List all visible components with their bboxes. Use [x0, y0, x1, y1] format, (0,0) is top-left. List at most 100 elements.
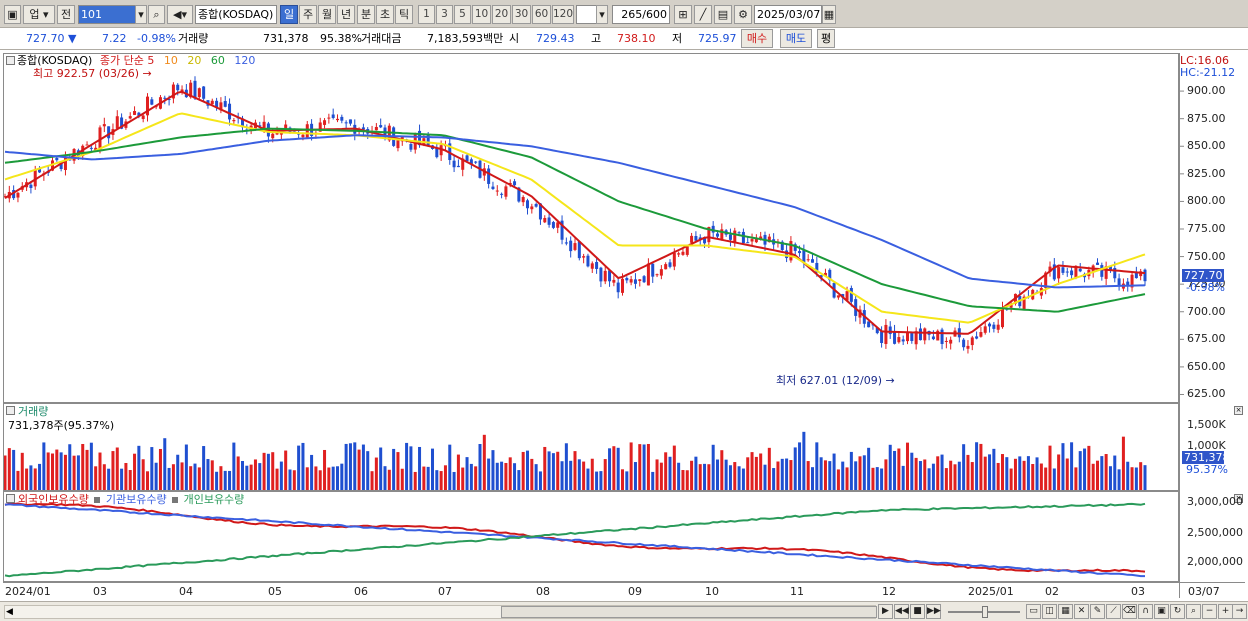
- open-value: 729.43: [536, 32, 575, 45]
- calendar-icon[interactable]: ▦: [822, 5, 836, 24]
- fit-icon[interactable]: →: [1232, 604, 1247, 619]
- volume-bar: [806, 461, 810, 490]
- interval-10[interactable]: 10: [472, 5, 491, 24]
- candle-body: [677, 253, 681, 255]
- interval-3[interactable]: 3: [436, 5, 453, 24]
- grid-icon[interactable]: ▦: [1058, 604, 1073, 619]
- fast-forward-icon[interactable]: ▶▶: [926, 604, 941, 619]
- volume-bar: [646, 443, 650, 490]
- chart-settings-icon[interactable]: ⊞: [674, 5, 692, 24]
- tab-day[interactable]: 일: [280, 5, 298, 24]
- candle-body: [681, 251, 685, 255]
- trend-icon[interactable]: ⟋: [1106, 604, 1121, 619]
- volume-bar: [910, 452, 914, 490]
- eraser-icon[interactable]: ⌫: [1122, 604, 1137, 619]
- candle-body: [970, 337, 974, 346]
- chart-area[interactable]: 종합(KOSDAQ) 종가 단순 5 10 20 60 120 최고 922.5…: [0, 50, 1248, 621]
- volume-bar: [953, 464, 957, 490]
- volume-bar: [357, 449, 361, 490]
- window-menu-icon[interactable]: ▣: [4, 5, 21, 24]
- volume-bar: [245, 465, 249, 490]
- trend-tool-icon[interactable]: ╱: [694, 5, 712, 24]
- candle-body: [435, 148, 439, 158]
- prev-button[interactable]: 전: [57, 5, 75, 24]
- buy-button[interactable]: 매수: [741, 29, 773, 48]
- candle-body: [500, 193, 504, 195]
- volume-bar: [595, 471, 599, 490]
- custom-interval-dropdown-icon[interactable]: ▾: [596, 5, 608, 24]
- interval-60[interactable]: 60: [532, 5, 551, 24]
- candle-body: [474, 161, 478, 163]
- candle-body: [331, 114, 335, 118]
- high-value: 738.10: [617, 32, 656, 45]
- panel-menu-icon[interactable]: [6, 56, 15, 65]
- tab-week[interactable]: 주: [299, 5, 317, 24]
- rewind-icon[interactable]: ◀◀: [894, 604, 909, 619]
- volume-bar: [525, 450, 530, 490]
- tab-second[interactable]: 초: [376, 5, 394, 24]
- candle-body: [128, 116, 132, 119]
- interval-30[interactable]: 30: [512, 5, 531, 24]
- volume-panel-menu-icon[interactable]: [6, 406, 15, 415]
- cross-icon[interactable]: ✕: [1074, 604, 1089, 619]
- scroll-thumb[interactable]: [501, 606, 877, 618]
- code-dropdown-icon[interactable]: ▾: [135, 5, 147, 24]
- play-icon[interactable]: ▶: [878, 604, 893, 619]
- zoom-in-icon[interactable]: +: [1218, 604, 1233, 619]
- candle-body: [918, 328, 922, 341]
- sell-button[interactable]: 매도: [780, 29, 812, 48]
- print-icon[interactable]: ▤: [714, 5, 732, 24]
- volume-bar: [439, 471, 443, 490]
- price-change-pct: -0.98%: [137, 32, 176, 45]
- scroll-left-icon[interactable]: ◀: [6, 607, 13, 617]
- legend-institution: 기관보유수량: [105, 493, 167, 506]
- volume-bar: [888, 444, 892, 490]
- volume-bar: [620, 469, 625, 490]
- tab-tick[interactable]: 틱: [395, 5, 413, 24]
- holding-panel-menu-icon[interactable]: [6, 494, 15, 503]
- speaker-icon[interactable]: ◀▾: [167, 5, 193, 24]
- refresh-icon[interactable]: ↻: [1170, 604, 1185, 619]
- zoom-out-icon[interactable]: −: [1202, 604, 1217, 619]
- interval-20[interactable]: 20: [492, 5, 511, 24]
- mode-select[interactable]: 업 ▾: [23, 5, 55, 24]
- save-icon[interactable]: ▣: [1154, 604, 1169, 619]
- interval-5[interactable]: 5: [454, 5, 471, 24]
- eval-button[interactable]: 평: [817, 29, 835, 48]
- interval-120[interactable]: 120: [552, 5, 574, 24]
- holding-panel-close-icon[interactable]: ×: [1234, 494, 1243, 503]
- magnet-icon[interactable]: ∩: [1138, 604, 1153, 619]
- split-icon[interactable]: ◫: [1042, 604, 1057, 619]
- candle-body: [910, 333, 914, 341]
- volume-bar: [638, 444, 642, 490]
- layout-icon[interactable]: ▭: [1026, 604, 1041, 619]
- tab-month[interactable]: 월: [318, 5, 336, 24]
- date-field[interactable]: 2025/03/07: [754, 5, 822, 24]
- volume-bar: [629, 442, 633, 490]
- volume-bar: [940, 454, 944, 490]
- code-input[interactable]: 101: [78, 5, 136, 24]
- horizontal-scrollbar[interactable]: ◀: [4, 605, 877, 619]
- tab-year[interactable]: 년: [337, 5, 355, 24]
- zoom-slider-handle[interactable]: [982, 606, 988, 618]
- interval-1[interactable]: 1: [418, 5, 435, 24]
- volume-bar: [266, 453, 270, 490]
- volume-bar: [599, 471, 603, 490]
- tab-minute[interactable]: 분: [357, 5, 375, 24]
- stop-icon[interactable]: ■: [910, 604, 925, 619]
- candle-body: [564, 242, 568, 244]
- draw-icon[interactable]: ✎: [1090, 604, 1105, 619]
- chart-canvas[interactable]: [0, 50, 1248, 621]
- volume-bar: [305, 467, 309, 490]
- volume-note: 731,378주(95.37%): [8, 419, 115, 432]
- candle-body: [586, 255, 590, 267]
- candle-body: [728, 234, 732, 240]
- volume-panel-close-icon[interactable]: ×: [1234, 406, 1243, 415]
- count-field[interactable]: 265/600: [612, 5, 670, 24]
- volume-bar: [802, 431, 806, 490]
- gear-icon[interactable]: ⚙: [734, 5, 752, 24]
- search-zoom-icon[interactable]: ⌕: [1186, 604, 1201, 619]
- candle-body: [202, 86, 206, 99]
- search-icon[interactable]: ⌕: [148, 5, 165, 24]
- volume-bar: [884, 459, 888, 490]
